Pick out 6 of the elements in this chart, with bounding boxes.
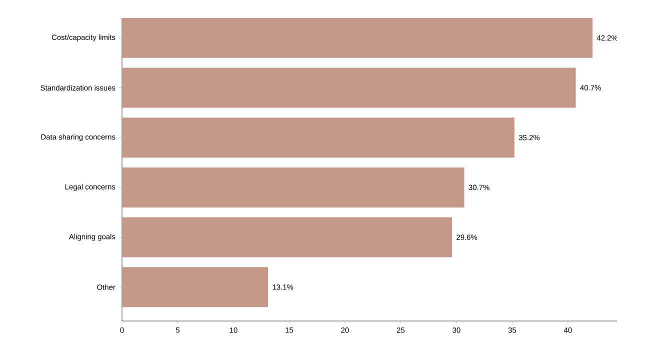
bar (122, 18, 592, 58)
bar (122, 267, 268, 308)
bar (122, 68, 576, 108)
bar (122, 167, 464, 208)
bar (122, 217, 452, 258)
bar (122, 118, 514, 158)
